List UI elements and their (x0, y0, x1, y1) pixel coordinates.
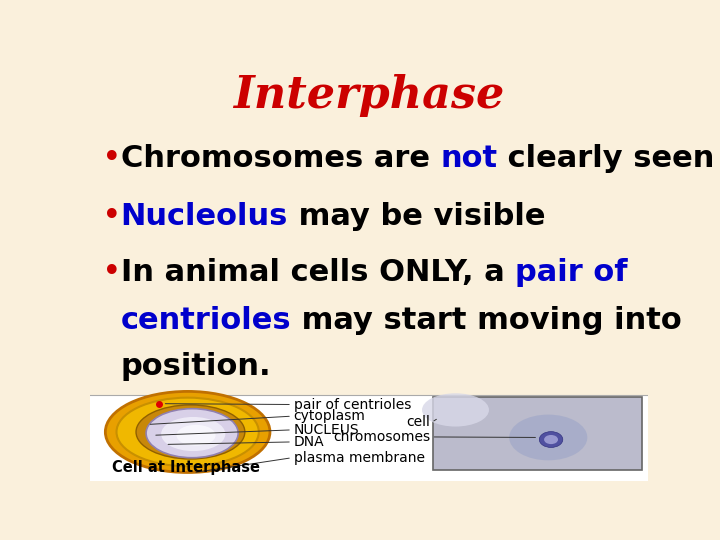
Text: pair of centrioles: pair of centrioles (294, 397, 411, 411)
Ellipse shape (105, 392, 270, 472)
Text: Chromosomes are: Chromosomes are (121, 144, 441, 173)
Ellipse shape (146, 409, 238, 458)
Ellipse shape (176, 425, 215, 446)
Ellipse shape (161, 417, 225, 451)
Text: •: • (102, 256, 122, 289)
Text: cytoplasm: cytoplasm (294, 409, 366, 423)
Text: Nucleolus: Nucleolus (121, 202, 288, 231)
Text: •: • (102, 200, 122, 233)
Ellipse shape (539, 431, 563, 448)
Text: clearly seen: clearly seen (498, 144, 715, 173)
Ellipse shape (544, 435, 558, 444)
Text: chromosomes: chromosomes (333, 430, 431, 444)
Text: NUCLEUS: NUCLEUS (294, 423, 359, 437)
Text: may be visible: may be visible (288, 202, 546, 231)
FancyBboxPatch shape (433, 397, 642, 470)
Text: •: • (102, 142, 122, 175)
Ellipse shape (422, 393, 489, 427)
Text: centrioles: centrioles (121, 306, 292, 335)
FancyBboxPatch shape (90, 395, 648, 481)
Text: Cell at Interphase: Cell at Interphase (112, 460, 261, 475)
Text: In animal cells ONLY, a: In animal cells ONLY, a (121, 258, 515, 287)
Text: DNA: DNA (294, 435, 324, 449)
Text: may start moving into: may start moving into (292, 306, 682, 335)
Text: not: not (441, 144, 498, 173)
Ellipse shape (117, 397, 258, 466)
Text: cell: cell (407, 415, 431, 429)
Ellipse shape (509, 415, 588, 460)
Text: position.: position. (121, 352, 271, 381)
Text: pair of: pair of (515, 258, 628, 287)
Ellipse shape (136, 405, 245, 459)
Text: Interphase: Interphase (233, 75, 505, 118)
Text: plasma membrane: plasma membrane (294, 451, 425, 465)
